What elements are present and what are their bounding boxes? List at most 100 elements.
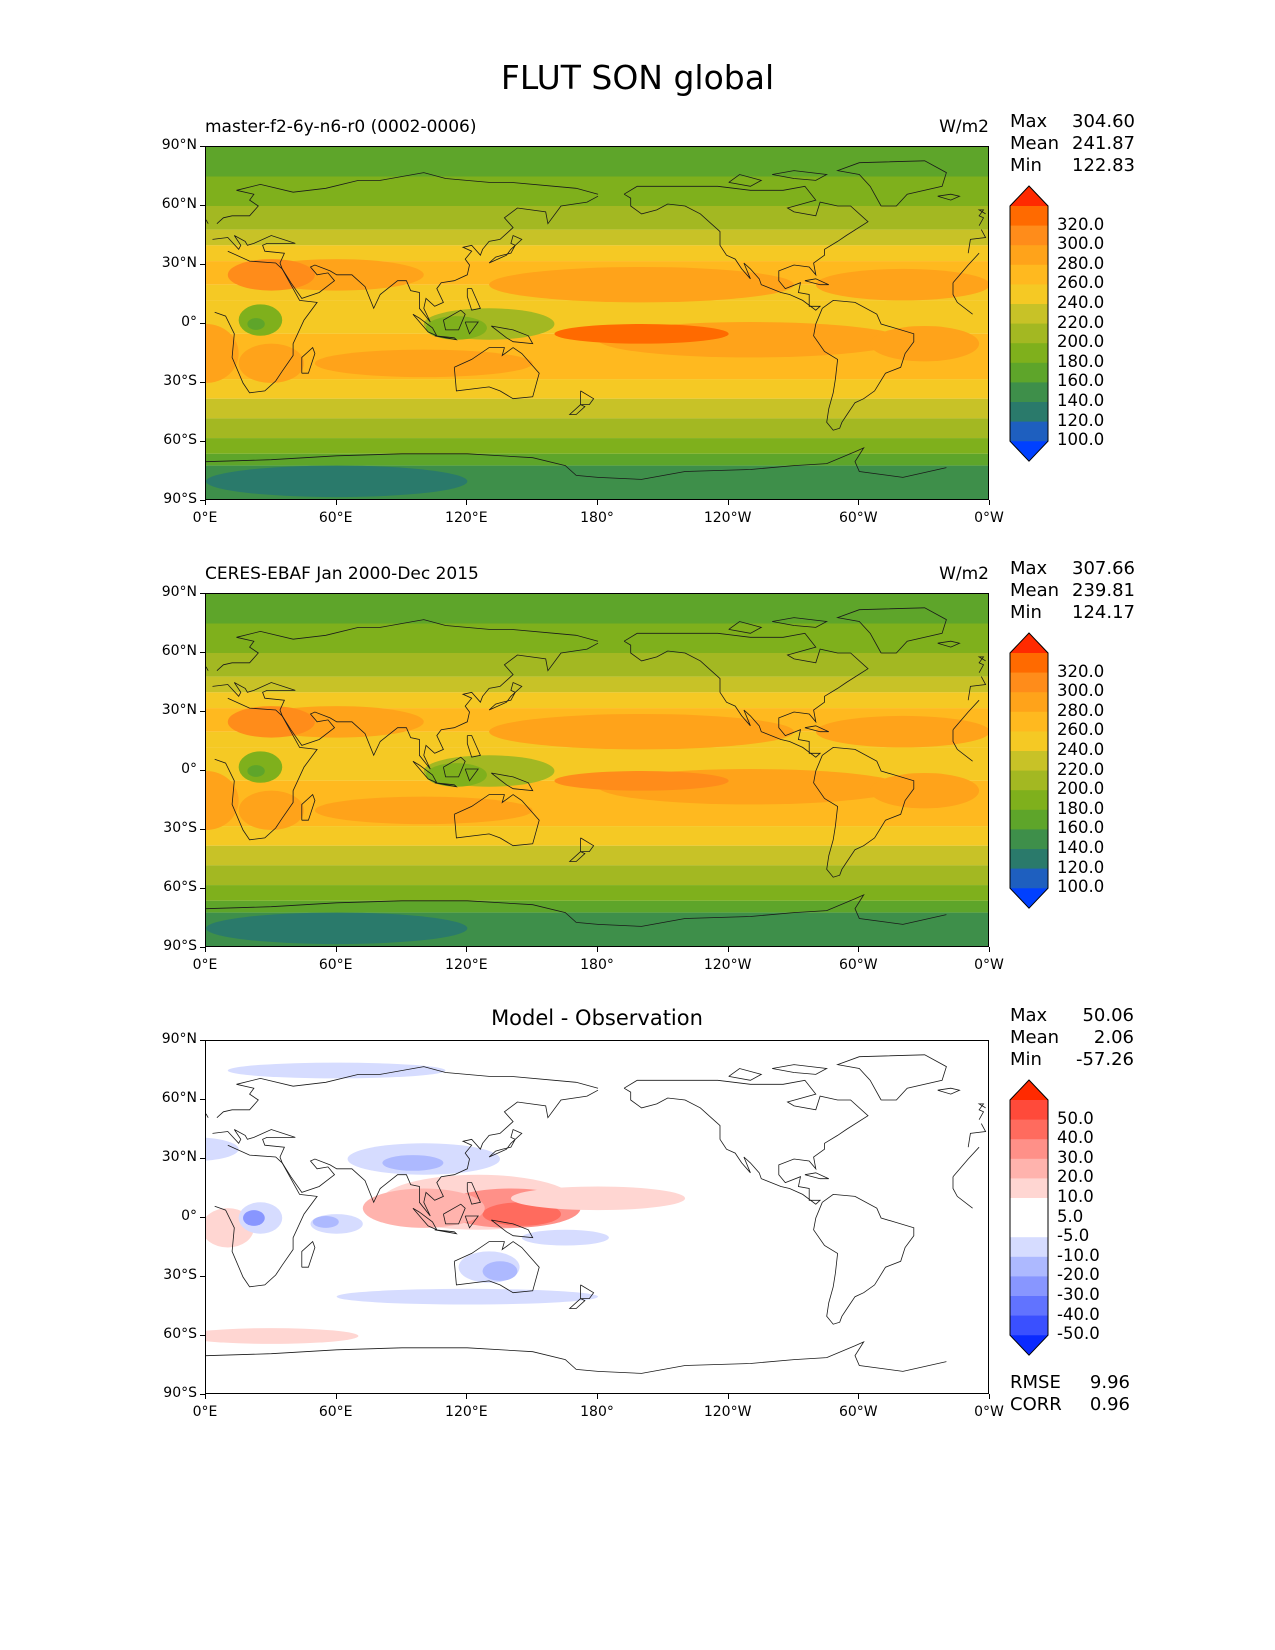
colorbar-level (1010, 402, 1048, 423)
y-tick-mark (200, 1394, 205, 1395)
stat-row: Min 124.17 (1010, 602, 1135, 624)
x-tick-mark (205, 500, 206, 505)
colorbar-level (1010, 770, 1048, 791)
coastline (453, 347, 540, 400)
y-tick-mark (200, 770, 205, 771)
colorbar-level (1010, 868, 1048, 889)
coastline (206, 900, 599, 925)
x-tick-label: 60°E (318, 510, 353, 526)
coastlines (206, 607, 987, 927)
colorbar-level (1010, 1198, 1048, 1219)
x-tick-label: 0°E (192, 1404, 218, 1420)
y-tick-mark (200, 146, 205, 147)
x-tick-label: 60°W (838, 1404, 878, 1420)
coastline (491, 1219, 534, 1239)
x-tick-mark (727, 947, 729, 952)
colorbar-level (1010, 653, 1048, 674)
coastline (836, 160, 947, 207)
x-tick-mark (858, 947, 860, 952)
coastline (597, 1340, 947, 1374)
panel-units: W/m2 (939, 117, 989, 137)
colorbar-tick-label: -10.0 (1057, 1245, 1100, 1265)
map-panel (205, 593, 989, 947)
y-tick-label: 90°S (163, 491, 197, 507)
metric-row: RMSE 9.96 (1010, 1372, 1130, 1394)
x-tick-mark (335, 500, 337, 505)
colorbar-level (1010, 382, 1048, 403)
colorbar-level (1010, 829, 1048, 850)
coastline (772, 617, 828, 628)
coastline (216, 619, 599, 671)
colorbar-extend-max (1010, 1080, 1048, 1100)
stat-label: Max (1010, 1005, 1048, 1026)
coastline (804, 278, 829, 286)
y-tick-mark (200, 205, 205, 206)
y-tick-label: 0° (181, 761, 197, 777)
coastline (568, 404, 586, 415)
stat-value: 304.60 (1072, 111, 1135, 132)
coastline (597, 893, 947, 927)
stat-row: Min 122.83 (1010, 155, 1135, 177)
panel-title-left: master-f2-6y-n6-r0 (0002-0006) (205, 117, 477, 137)
filled-contours (206, 1041, 988, 1393)
x-tick-mark (597, 947, 598, 952)
x-tick-mark (597, 1394, 598, 1399)
colorbar-level (1010, 1296, 1048, 1317)
stat-label: Min (1010, 1049, 1042, 1070)
colorbar-level (1010, 1237, 1048, 1258)
coastline (623, 185, 869, 311)
coastline (728, 174, 763, 187)
x-tick-label: 0°W (974, 1404, 1004, 1420)
coastline (728, 621, 763, 634)
coastline (464, 768, 479, 782)
colorbar-tick-label: 40.0 (1057, 1128, 1094, 1148)
stats-block: Max 304.60 Mean 241.87 Min 122.83 (1010, 111, 1135, 177)
stat-value: 124.17 (1072, 602, 1135, 623)
coastline (216, 172, 599, 224)
stat-row: Max 50.06 (1010, 1005, 1134, 1027)
stat-row: Mean 241.87 (1010, 133, 1135, 155)
y-tick-label: 30°N (161, 255, 197, 271)
y-tick-mark (200, 500, 205, 501)
y-tick-label: 60°N (161, 196, 197, 212)
x-tick-label: 120°E (445, 510, 488, 526)
stat-label: Mean (1010, 1027, 1060, 1048)
coastline (443, 756, 466, 778)
colorbar-tick-label: 300.0 (1057, 234, 1105, 254)
colorbar-tick-label: -30.0 (1057, 1285, 1100, 1304)
stat-value: 50.06 (1082, 1005, 1134, 1026)
colorbar-tick-label: 50.0 (1057, 1108, 1094, 1128)
x-tick-mark (727, 1394, 729, 1399)
colorbar-level (1010, 284, 1048, 305)
coastline (434, 1229, 458, 1235)
metric-value: 0.96 (1089, 1394, 1130, 1415)
stat-value: 307.66 (1072, 558, 1135, 579)
colorbar-tick-label: -50.0 (1057, 1324, 1100, 1344)
x-tick-mark (989, 1394, 990, 1399)
coastline (597, 446, 947, 480)
contour-map (206, 147, 988, 499)
coastline (206, 453, 599, 478)
coastline (464, 321, 479, 335)
y-tick-mark (200, 382, 205, 383)
colorbar-level (1010, 1100, 1048, 1121)
colorbar-level (1010, 225, 1048, 246)
colorbar-level (1010, 421, 1048, 442)
coastline (952, 729, 973, 762)
colorbar-level (1010, 245, 1048, 266)
colorbar-level (1010, 731, 1048, 752)
x-tick-mark (989, 500, 990, 505)
colorbar-level (1010, 1315, 1048, 1336)
coastline (301, 1240, 316, 1268)
coastline (937, 193, 961, 201)
colorbar-tick-label: 220.0 (1057, 312, 1105, 332)
stat-row: Mean 2.06 (1010, 1027, 1134, 1049)
stat-label: Mean (1010, 133, 1060, 154)
colorbar-level (1010, 1276, 1048, 1297)
coastline (412, 1207, 438, 1231)
coastline (466, 1182, 481, 1205)
colorbar-tick-label: 260.0 (1057, 273, 1105, 293)
y-tick-label: 90°S (163, 938, 197, 954)
colorbar-level (1010, 362, 1048, 383)
y-tick-mark (200, 1335, 205, 1336)
